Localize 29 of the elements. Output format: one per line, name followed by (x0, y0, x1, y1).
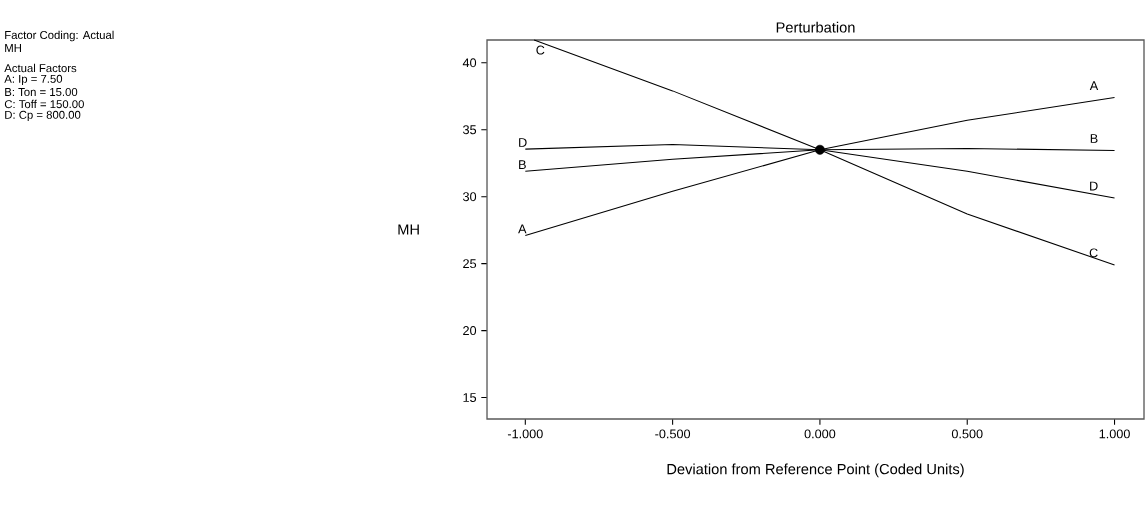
series-label: D (519, 138, 527, 147)
series-label: B (519, 160, 526, 169)
text: A: Ip = 7.50 (4, 74, 63, 86)
y-tick-label: 20 (463, 326, 477, 336)
y-tick-label: 35 (463, 125, 477, 135)
text: Actual Factors (4, 63, 77, 73)
series-label: A (518, 224, 527, 234)
x-tick-label: 0.000 (804, 429, 836, 439)
chart-title: Perturbation (776, 21, 855, 33)
text: B (1090, 134, 1098, 143)
y-tick-label: 15 (463, 393, 477, 402)
text: C: Toff = 150.00 (4, 99, 84, 109)
y-tick-label: 25 (463, 259, 477, 269)
y-tick-label: 30 (463, 192, 477, 202)
text: Factor Coding: Actual (5, 30, 114, 42)
x-tick-label: 1.000 (1099, 429, 1130, 439)
y-axis-title: MH (398, 224, 419, 235)
x-tick-label: -0.500 (655, 429, 691, 439)
text: D: Cp = 800.00 (5, 110, 81, 122)
x-axis-title: Deviation from Reference Point (Coded Units) (667, 463, 964, 478)
text: MH (5, 44, 21, 52)
y-tick-label: 40 (462, 58, 477, 68)
text: D (1090, 181, 1098, 191)
text: B: Ton = 15.00 (5, 87, 78, 96)
x-tick-label: 0.500 (951, 429, 983, 439)
text: C (536, 45, 545, 55)
x-tick-label: -1.000 (507, 429, 543, 439)
text: A (1089, 81, 1099, 90)
series-label: C (1089, 248, 1098, 258)
